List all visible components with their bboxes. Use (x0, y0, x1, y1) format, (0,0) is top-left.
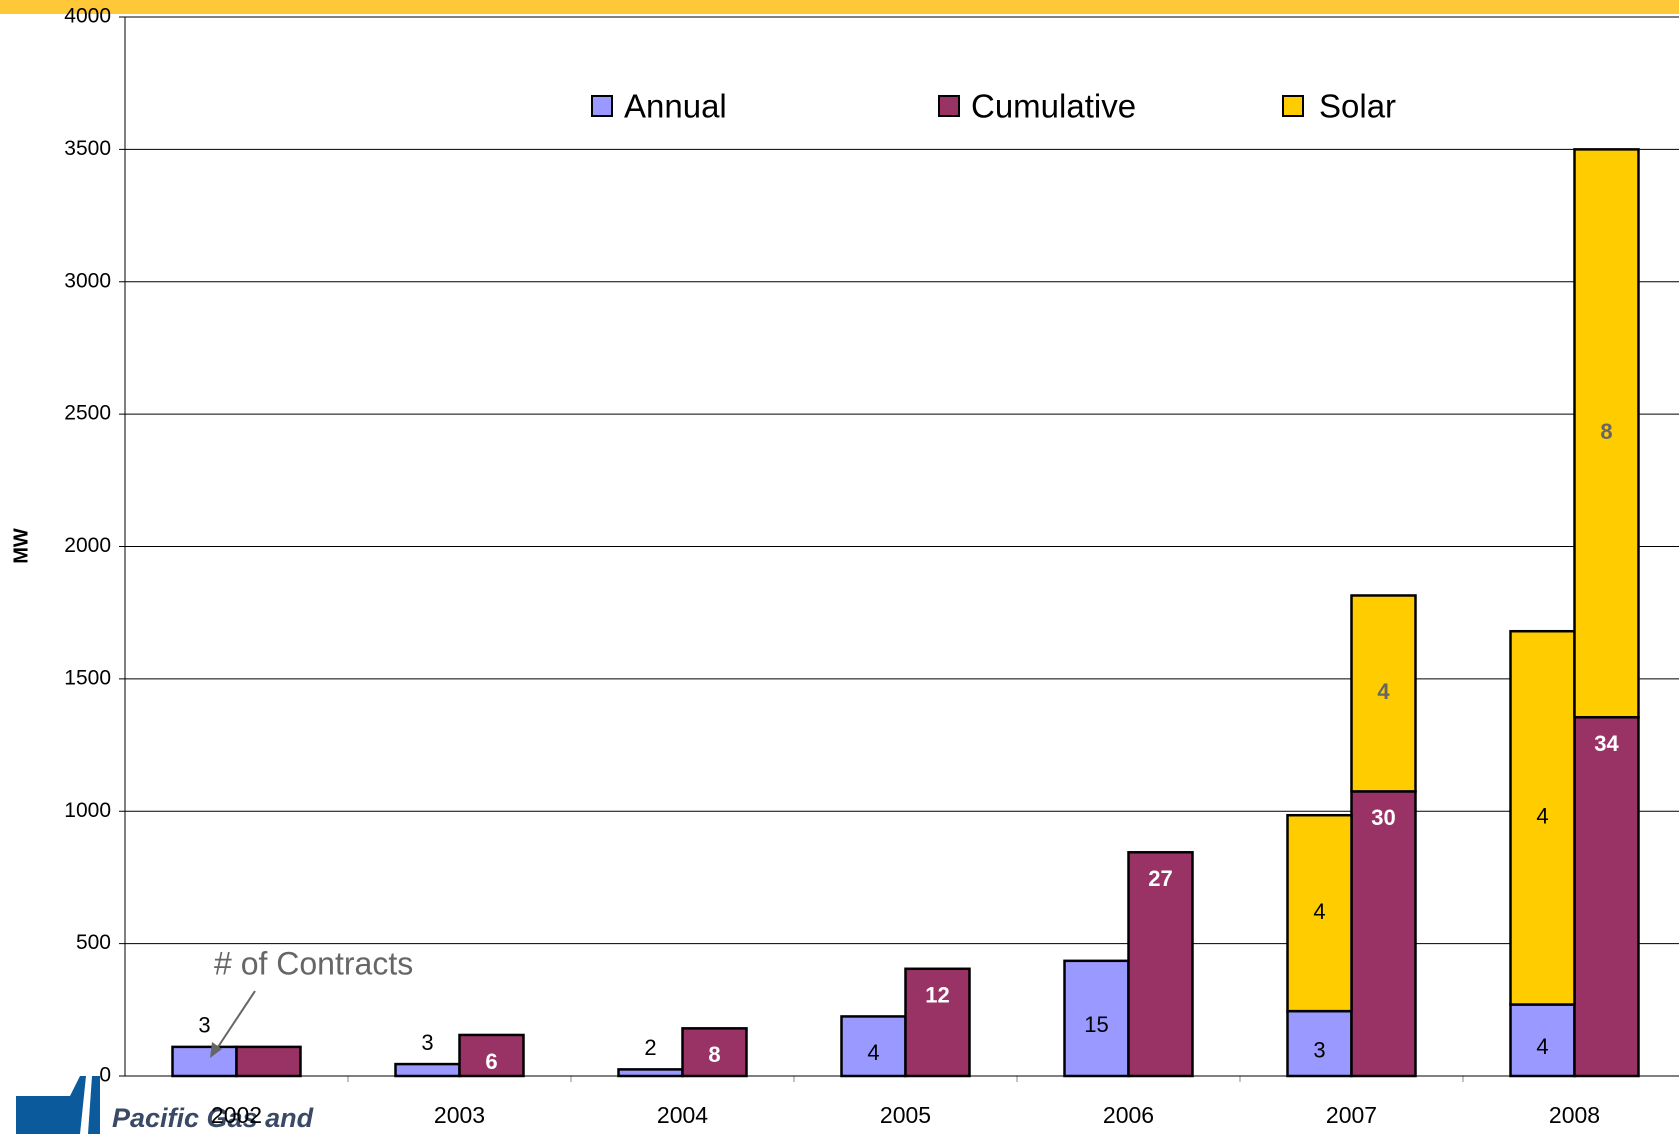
bar (1127, 851, 1194, 1078)
legend-swatch (591, 95, 613, 117)
legend-swatch (1282, 95, 1304, 117)
bar (1286, 813, 1353, 1013)
y-axis-label: MW (10, 528, 32, 564)
annotation-arrow (215, 990, 256, 1051)
logo: Pacific Gas and (16, 1076, 314, 1134)
bar (1509, 629, 1576, 1006)
legend-label: Solar (1319, 88, 1396, 125)
logo-mark (88, 1076, 100, 1134)
data-label: 34 (1594, 731, 1619, 756)
y-tick-label: 1000 (64, 799, 111, 822)
bar (171, 1045, 238, 1078)
y-tick-label: 3500 (64, 137, 111, 160)
data-label: 30 (1371, 805, 1395, 830)
data-label: 3 (1313, 1037, 1325, 1062)
x-tick-label: 2008 (1549, 1102, 1600, 1128)
data-label: 15 (1084, 1012, 1108, 1037)
data-label: 4 (867, 1040, 879, 1065)
bar (1350, 790, 1417, 1078)
y-tick-label: 4000 (64, 5, 111, 28)
legend-swatch (938, 95, 960, 117)
data-label: 4 (1313, 899, 1325, 924)
legend-label: Annual (624, 88, 727, 125)
bar (617, 1068, 684, 1078)
bar (1350, 594, 1417, 793)
bar (235, 1045, 302, 1078)
y-tick-label: 3000 (64, 269, 111, 292)
data-label: 4 (1536, 804, 1548, 829)
bar (1573, 716, 1640, 1078)
bar (1573, 148, 1640, 719)
data-label: 12 (925, 983, 949, 1008)
x-tick-label: 2002 (211, 1102, 262, 1128)
logo-text: Pacific Gas and (112, 1103, 314, 1133)
data-label: 27 (1148, 866, 1172, 891)
data-label: 3 (198, 1013, 210, 1038)
y-tick-label: 2000 (64, 534, 111, 557)
y-tick-label: 2500 (64, 402, 111, 425)
data-label: 4 (1536, 1034, 1548, 1059)
annotation-arrowhead (210, 1042, 222, 1058)
y-tick-label: 0 (99, 1064, 111, 1087)
data-label: 6 (485, 1049, 497, 1074)
x-tick-label: 2007 (1326, 1102, 1377, 1128)
data-label: 8 (708, 1042, 720, 1067)
bar (904, 967, 971, 1078)
data-label: 3 (421, 1030, 433, 1055)
bar (394, 1062, 461, 1078)
data-label: 8 (1600, 419, 1612, 444)
y-tick-label: 500 (76, 931, 111, 954)
data-label: 2 (644, 1035, 656, 1060)
data-label: 3 (262, 1013, 274, 1038)
annotation: # of Contracts (214, 945, 413, 981)
x-tick-label: 2006 (1103, 1102, 1154, 1128)
legend-label: Cumulative (971, 88, 1136, 125)
x-tick-label: 2004 (657, 1102, 708, 1128)
header-band (0, 0, 1679, 14)
data-label: 4 (1377, 679, 1390, 704)
bar (840, 1015, 907, 1078)
x-tick-label: 2005 (880, 1102, 931, 1128)
x-tick-label: 2003 (434, 1102, 485, 1128)
y-tick-label: 1500 (64, 666, 111, 689)
logo-mark (16, 1076, 86, 1134)
